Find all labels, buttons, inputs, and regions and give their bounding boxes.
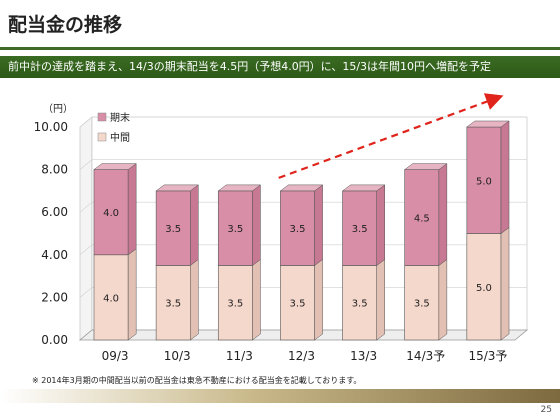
- legend-label: 期末: [110, 111, 130, 124]
- y-tick-label: 8.00: [41, 163, 68, 177]
- bar-segment: [466, 126, 502, 234]
- bar-segment-side: [314, 258, 323, 341]
- data-label: 3.5: [290, 299, 306, 310]
- bar-segment: [342, 265, 378, 341]
- bar-segment: [466, 233, 502, 341]
- y-tick-label: 10.00: [34, 120, 68, 134]
- bar-top-face: [155, 184, 200, 192]
- footer-bar: [0, 389, 560, 403]
- data-label: 3.5: [227, 299, 243, 310]
- page-title: 配当金の推移: [8, 14, 123, 36]
- bar-top-face: [217, 184, 262, 192]
- data-label: 3.5: [290, 224, 306, 235]
- bar-top-face: [403, 163, 448, 170]
- data-label: 5.0: [476, 283, 492, 294]
- bar-segment: [404, 169, 440, 266]
- y-tick-label: 0.00: [41, 333, 68, 347]
- bar-segment-side: [252, 184, 261, 266]
- data-label: 3.5: [414, 299, 430, 310]
- x-tick-label: 13/3: [350, 349, 377, 363]
- title-divider: [0, 47, 560, 50]
- page-number: 25: [540, 405, 552, 415]
- bar-segment: [342, 190, 378, 266]
- gridline: [79, 116, 527, 128]
- data-label: 3.5: [352, 299, 368, 310]
- bar-segment-side: [252, 258, 261, 341]
- x-tick-label: 09/3: [102, 349, 129, 363]
- bar-segment-side: [438, 258, 448, 341]
- bar-segment: [280, 265, 315, 341]
- x-tick-label: 10/3: [164, 349, 191, 363]
- data-label: 4.0: [103, 208, 119, 219]
- bar-segment-side: [190, 258, 199, 341]
- y-tick-label: 6.00: [41, 205, 68, 219]
- x-tick-label: 14/3予: [406, 349, 445, 363]
- bar-top-face: [279, 184, 324, 192]
- side-wall: [79, 116, 93, 341]
- data-label: 3.5: [165, 224, 181, 235]
- y-tick-label: 2.00: [41, 290, 68, 304]
- legend-swatch: [97, 132, 107, 142]
- bar-segment-side: [500, 120, 510, 234]
- bar-segment-side: [438, 163, 448, 266]
- x-tick-label: 12/3: [288, 349, 315, 363]
- x-tick-label: 15/3予: [468, 349, 507, 363]
- gridline: [79, 159, 527, 170]
- bar-segment-side: [190, 184, 199, 266]
- bar-segment: [155, 190, 191, 266]
- trend-arrow: [278, 93, 504, 179]
- legend-label: 中間: [110, 131, 130, 144]
- y-unit-label: （円）: [43, 103, 73, 115]
- bar-segment-side: [127, 248, 137, 341]
- bar-segment-side: [127, 163, 137, 256]
- footnote: ※ 2014年3月期の中間配当以前の配当金は東急不動産における配当金を記載してお…: [32, 376, 362, 385]
- data-label: 4.5: [414, 214, 430, 225]
- data-label: 3.5: [227, 224, 243, 235]
- bar-top-face: [466, 120, 510, 128]
- bar-top-face: [93, 163, 137, 170]
- bar-segment-side: [376, 184, 385, 266]
- data-label: 4.0: [103, 293, 119, 304]
- bar-segment-side: [500, 227, 510, 341]
- bar-segment: [404, 265, 440, 341]
- bar-segment: [280, 190, 315, 266]
- data-label: 3.5: [352, 224, 368, 235]
- bar-segment-side: [376, 258, 385, 341]
- data-label: 5.0: [476, 176, 492, 187]
- x-tick-label: 11/3: [226, 349, 253, 363]
- y-tick-label: 4.00: [41, 248, 68, 262]
- bar-segment-side: [314, 184, 323, 266]
- data-label: 3.5: [165, 299, 181, 310]
- legend-swatch: [97, 112, 107, 122]
- bar-segment: [155, 265, 191, 341]
- dividend-chart: 0.00 2.00 4.00 6.00 8.00 10.00 （円） 4.0 4.0 09/3 3.…: [34, 93, 529, 363]
- summary-banner: 前中計の達成を踏まえ、14/3の期末配当を4.5円（予想4.0円）に、15/3は…: [0, 56, 560, 78]
- bar-top-face: [341, 184, 386, 192]
